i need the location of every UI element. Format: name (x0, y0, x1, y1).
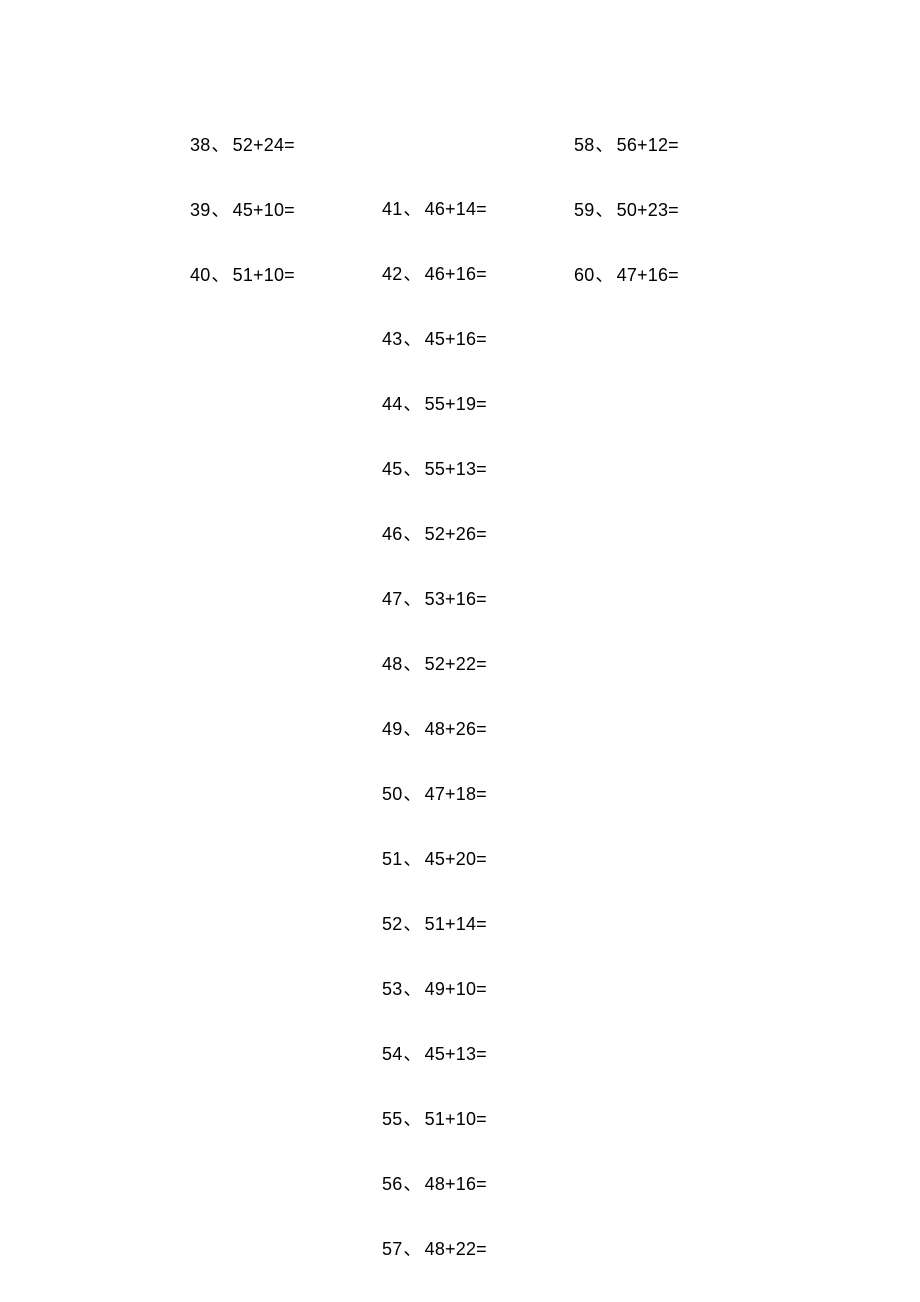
problem-expression: 56+12= (617, 135, 679, 155)
problem-item: 58、56+12= (574, 136, 679, 154)
separator: 、 (403, 1045, 421, 1063)
problem-item: 56、48+16= (382, 1175, 487, 1193)
problem-expression: 51+14= (425, 914, 487, 934)
problem-item: 42、46+16= (382, 265, 487, 283)
problem-number: 52 (382, 914, 402, 934)
problem-expression: 48+26= (425, 719, 487, 739)
separator: 、 (403, 200, 421, 218)
problem-expression: 50+23= (617, 200, 679, 220)
separator: 、 (403, 460, 421, 478)
separator: 、 (403, 1110, 421, 1128)
problem-expression: 48+22= (425, 1239, 487, 1259)
problem-item: 50、47+18= (382, 785, 487, 803)
problem-item: 47、53+16= (382, 590, 487, 608)
separator: 、 (403, 1175, 421, 1193)
problem-item: 52、51+14= (382, 915, 487, 933)
problem-item: 38、52+24= (190, 136, 295, 154)
problem-expression: 45+16= (425, 329, 487, 349)
problem-number: 58 (574, 135, 594, 155)
problem-expression: 46+16= (425, 264, 487, 284)
problem-number: 41 (382, 199, 402, 219)
problem-item: 46、52+26= (382, 525, 487, 543)
problem-item: 45、55+13= (382, 460, 487, 478)
separator: 、 (403, 655, 421, 673)
separator: 、 (403, 395, 421, 413)
problem-number: 48 (382, 654, 402, 674)
problem-expression: 52+24= (233, 135, 295, 155)
problem-expression: 45+13= (425, 1044, 487, 1064)
column-1: 38、52+24= 39、45+10= 40、51+10= (190, 136, 295, 284)
problem-number: 43 (382, 329, 402, 349)
problem-item: 60、47+16= (574, 266, 679, 284)
separator: 、 (595, 266, 613, 284)
separator: 、 (403, 785, 421, 803)
problem-number: 54 (382, 1044, 402, 1064)
problem-expression: 47+18= (425, 784, 487, 804)
problem-expression: 48+16= (425, 1174, 487, 1194)
problem-expression: 55+13= (425, 459, 487, 479)
problem-number: 38 (190, 135, 210, 155)
separator: 、 (403, 1240, 421, 1258)
problem-number: 46 (382, 524, 402, 544)
separator: 、 (403, 850, 421, 868)
problem-number: 59 (574, 200, 594, 220)
problem-number: 56 (382, 1174, 402, 1194)
problem-expression: 45+10= (233, 200, 295, 220)
problem-item: 59、50+23= (574, 201, 679, 219)
problem-expression: 53+16= (425, 589, 487, 609)
problem-number: 49 (382, 719, 402, 739)
problem-expression: 52+22= (425, 654, 487, 674)
problem-item: 49、48+26= (382, 720, 487, 738)
problem-item: 43、45+16= (382, 330, 487, 348)
separator: 、 (403, 980, 421, 998)
separator: 、 (211, 266, 229, 284)
column-3: 58、56+12= 59、50+23= 60、47+16= (574, 136, 679, 284)
problem-expression: 55+19= (425, 394, 487, 414)
separator: 、 (403, 265, 421, 283)
problem-item: 41、46+14= (382, 200, 487, 218)
problem-expression: 49+10= (425, 979, 487, 999)
problem-number: 40 (190, 265, 210, 285)
problem-number: 45 (382, 459, 402, 479)
problem-expression: 45+20= (425, 849, 487, 869)
problem-number: 42 (382, 264, 402, 284)
problem-expression: 46+14= (425, 199, 487, 219)
problem-item: 40、51+10= (190, 266, 295, 284)
separator: 、 (211, 136, 229, 154)
problem-item: 51、45+20= (382, 850, 487, 868)
problem-expression: 51+10= (233, 265, 295, 285)
problem-expression: 51+10= (425, 1109, 487, 1129)
problem-number: 60 (574, 265, 594, 285)
problem-number: 50 (382, 784, 402, 804)
problem-item: 39、45+10= (190, 201, 295, 219)
problem-number: 44 (382, 394, 402, 414)
problem-expression: 47+16= (617, 265, 679, 285)
separator: 、 (403, 915, 421, 933)
separator: 、 (595, 201, 613, 219)
separator: 、 (211, 201, 229, 219)
problem-number: 57 (382, 1239, 402, 1259)
problem-item: 57、48+22= (382, 1240, 487, 1258)
problem-number: 39 (190, 200, 210, 220)
problem-item: 44、55+19= (382, 395, 487, 413)
problem-item: 53、49+10= (382, 980, 487, 998)
separator: 、 (403, 720, 421, 738)
problem-item: 55、51+10= (382, 1110, 487, 1128)
worksheet-page: 38、52+24= 39、45+10= 40、51+10= 41、46+14= … (0, 0, 920, 1302)
problem-number: 53 (382, 979, 402, 999)
problem-expression: 52+26= (425, 524, 487, 544)
column-2: 41、46+14= 42、46+16= 43、45+16= 44、55+19= … (382, 200, 487, 1258)
problem-item: 54、45+13= (382, 1045, 487, 1063)
separator: 、 (403, 590, 421, 608)
separator: 、 (595, 136, 613, 154)
problem-number: 51 (382, 849, 402, 869)
separator: 、 (403, 330, 421, 348)
separator: 、 (403, 525, 421, 543)
problem-number: 55 (382, 1109, 402, 1129)
problem-number: 47 (382, 589, 402, 609)
problem-item: 48、52+22= (382, 655, 487, 673)
